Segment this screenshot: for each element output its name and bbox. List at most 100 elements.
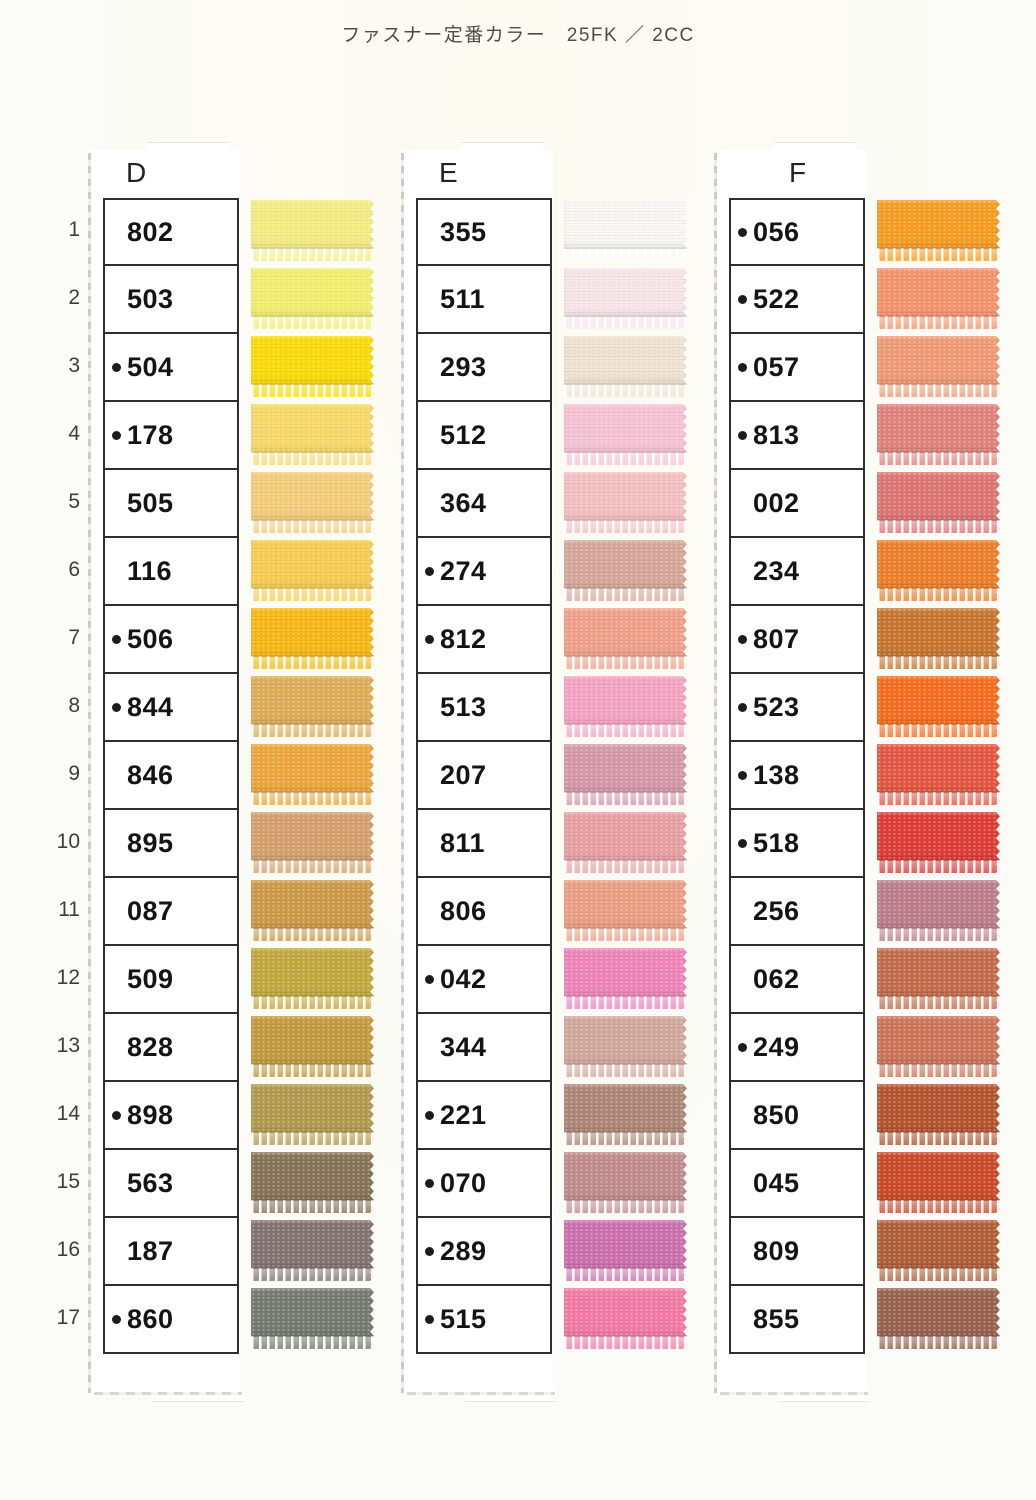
zipper-swatch xyxy=(251,200,374,261)
row-number: 1 xyxy=(68,218,80,241)
color-code-box: 523 xyxy=(729,674,865,742)
color-code: 289 xyxy=(440,1235,487,1266)
zipper-teeth xyxy=(564,1064,687,1077)
zipper-swatch xyxy=(564,812,687,873)
zipper-swatch xyxy=(251,1084,374,1145)
color-card-d: D 802 503 504 xyxy=(88,142,240,1402)
zipper-teeth xyxy=(251,724,374,737)
row-number: 17 xyxy=(56,1306,80,1329)
color-row: 002 xyxy=(729,470,989,538)
swatch-fabric xyxy=(251,1084,374,1132)
color-code: 045 xyxy=(753,1167,800,1198)
row-number: 5 xyxy=(68,490,80,513)
color-code: 809 xyxy=(753,1235,800,1266)
color-row: 898 xyxy=(103,1082,363,1150)
color-code: 116 xyxy=(127,555,173,586)
color-code-box: 364 xyxy=(416,470,552,538)
color-row: 364 xyxy=(416,470,676,538)
color-row: 809 xyxy=(729,1218,989,1286)
zipper-swatch xyxy=(564,1220,687,1281)
swatch-fabric xyxy=(877,336,1000,384)
swatch-fabric xyxy=(564,268,687,316)
color-row: 355 xyxy=(416,198,676,266)
swatch-fabric xyxy=(877,404,1000,452)
color-row: 855 xyxy=(729,1286,989,1354)
color-row: 844 xyxy=(103,674,363,742)
color-row: 850 xyxy=(729,1082,989,1150)
color-code: 563 xyxy=(127,1167,174,1198)
color-code-box: 505 xyxy=(103,470,239,538)
zipper-teeth xyxy=(251,1268,374,1281)
dot-indicator xyxy=(112,702,121,712)
color-row: 522 xyxy=(729,266,989,334)
zipper-teeth xyxy=(564,1132,687,1145)
dot-indicator xyxy=(425,566,434,576)
zipper-swatch xyxy=(877,1084,1000,1145)
zipper-teeth xyxy=(877,792,1000,805)
zipper-swatch xyxy=(564,404,687,465)
zipper-swatch xyxy=(251,880,374,941)
zipper-swatch xyxy=(564,268,687,329)
swatch-fabric xyxy=(564,200,687,248)
zipper-swatch xyxy=(251,676,374,737)
zipper-swatch xyxy=(251,1220,374,1281)
color-code-box: 844 xyxy=(103,674,239,742)
color-row: 813 xyxy=(729,402,989,470)
color-row: 249 xyxy=(729,1014,989,1082)
zipper-teeth xyxy=(877,588,1000,601)
swatch-fabric xyxy=(251,1152,374,1200)
zipper-swatch xyxy=(564,472,687,533)
zipper-swatch xyxy=(877,880,1000,941)
zipper-teeth xyxy=(251,316,374,329)
swatch-fabric xyxy=(251,948,374,996)
zipper-swatch xyxy=(251,1016,374,1077)
zipper-teeth xyxy=(564,384,687,397)
color-row: 221 xyxy=(416,1082,676,1150)
color-code-box: 802 xyxy=(103,198,239,266)
zipper-teeth xyxy=(877,384,1000,397)
zipper-swatch xyxy=(564,336,687,397)
zipper-swatch xyxy=(251,812,374,873)
swatch-fabric xyxy=(564,404,687,452)
zipper-swatch xyxy=(251,1152,374,1213)
color-code: 056 xyxy=(753,216,800,247)
swatch-fabric xyxy=(564,676,687,724)
swatch-fabric xyxy=(251,744,374,792)
color-code-box: 563 xyxy=(103,1150,239,1218)
color-code: 828 xyxy=(127,1031,174,1062)
color-row: 518 xyxy=(729,810,989,878)
swatch-fabric xyxy=(251,472,374,520)
color-code: 506 xyxy=(127,623,174,654)
color-row: 509 xyxy=(103,946,363,1014)
color-code-box: 811 xyxy=(416,810,552,878)
color-code-box: 506 xyxy=(103,606,239,674)
color-row: 138 xyxy=(729,742,989,810)
dot-indicator xyxy=(738,838,747,848)
color-code: 344 xyxy=(440,1031,487,1062)
zipper-swatch xyxy=(877,200,1000,261)
swatch-fabric xyxy=(564,880,687,928)
swatch-fabric xyxy=(564,1220,687,1268)
color-code: 087 xyxy=(127,895,174,926)
zipper-teeth xyxy=(564,1336,687,1349)
zipper-teeth xyxy=(564,452,687,465)
color-code-box: 344 xyxy=(416,1014,552,1082)
color-code: 850 xyxy=(753,1099,800,1130)
zipper-swatch xyxy=(877,1016,1000,1077)
dot-indicator xyxy=(112,1314,121,1324)
zipper-teeth xyxy=(877,996,1000,1009)
zipper-teeth xyxy=(251,1336,374,1349)
zipper-teeth xyxy=(564,316,687,329)
page-title: ファスナー定番カラー 25FK ／ 2CC xyxy=(341,25,695,46)
color-code-box: 056 xyxy=(729,198,865,266)
zipper-teeth xyxy=(877,656,1000,669)
color-code-box: 249 xyxy=(729,1014,865,1082)
color-code-box: 509 xyxy=(103,946,239,1014)
swatch-fabric xyxy=(251,1288,374,1336)
dot-indicator xyxy=(425,974,434,984)
color-row: 563 xyxy=(103,1150,363,1218)
color-code-box: 860 xyxy=(103,1286,239,1354)
color-code-box: 850 xyxy=(729,1082,865,1150)
color-row: 802 xyxy=(103,198,363,266)
zipper-teeth xyxy=(877,1336,1000,1349)
